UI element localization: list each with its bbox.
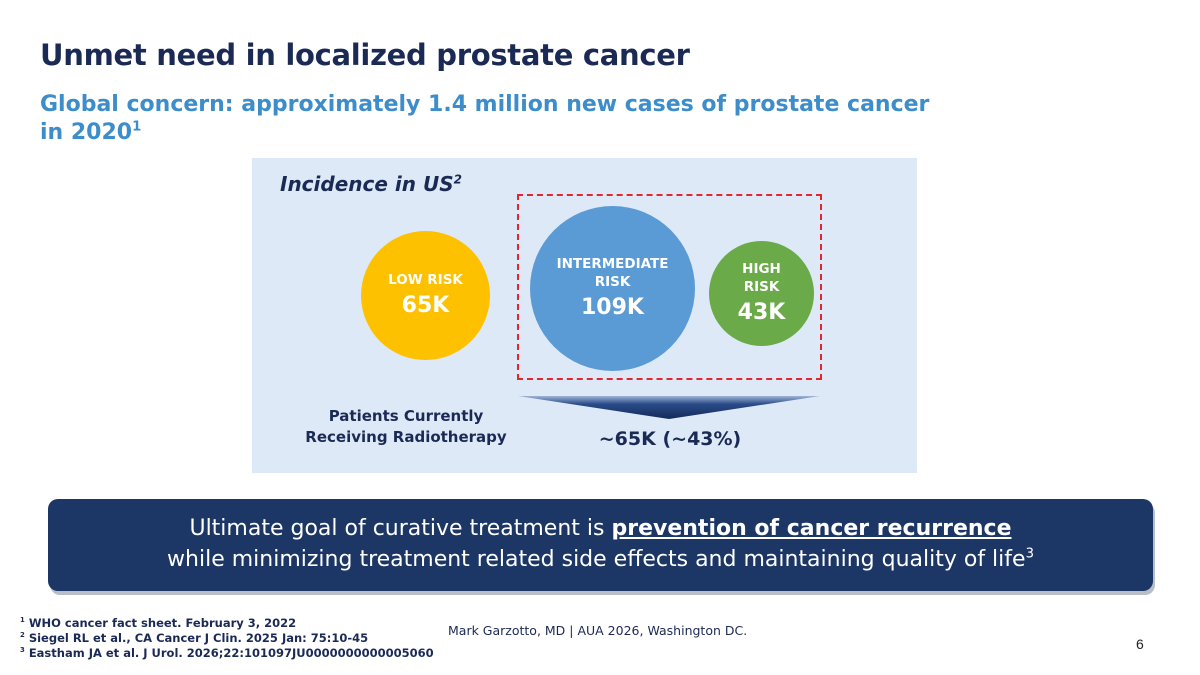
reference-3-num: 3: [20, 646, 25, 655]
reference-1-text: WHO cancer fact sheet. February 3, 2022: [28, 616, 297, 630]
incidence-heading: Incidence in US2: [280, 172, 462, 196]
high-risk-value: 43K: [737, 299, 786, 325]
reference-3: 3 Eastham JA et al. J Urol. 2026;22:1010…: [20, 646, 434, 661]
low-risk-label: LOW RISK: [388, 271, 463, 288]
reference-2: 2 Siegel RL et al., CA Cancer J Clin. 20…: [20, 631, 434, 646]
reference-2-num: 2: [20, 631, 25, 640]
reference-1: 1 WHO cancer fact sheet. February 3, 202…: [20, 616, 434, 631]
banner-reference: 3: [1025, 546, 1034, 562]
high-risk-label-line1: HIGH: [742, 260, 781, 277]
reference-2-text: Siegel RL et al., CA Cancer J Clin. 2025…: [28, 631, 369, 645]
intermediate-risk-label-line2: RISK: [594, 273, 631, 290]
slide-title: Unmet need in localized prostate cancer: [40, 38, 690, 72]
reference-3-text: Eastham JA et al. J Urol. 2026;22:101097…: [28, 646, 434, 660]
intermediate-risk-label-line1: INTERMEDIATE: [556, 255, 669, 272]
intermediate-risk-circle: INTERMEDIATE RISK 109K: [530, 206, 695, 371]
banner-line-2: while minimizing treatment related side …: [48, 544, 1153, 575]
down-chevron-arrow: [518, 396, 820, 419]
high-risk-circle: HIGH RISK 43K: [709, 241, 814, 346]
incidence-heading-reference: 2: [453, 172, 462, 187]
intermediate-risk-value: 109K: [581, 294, 644, 320]
radiotherapy-label: Patients Currently Receiving Radiotherap…: [296, 406, 516, 448]
banner-emphasis: prevention of cancer recurrence: [611, 516, 1012, 541]
highlight-dashed-box: [517, 194, 822, 380]
incidence-heading-text: Incidence in US: [280, 172, 454, 196]
footnote-references: 1 WHO cancer fact sheet. February 3, 202…: [20, 616, 434, 661]
author-credit: Mark Garzotto, MD | AUA 2026, Washington…: [448, 623, 748, 638]
low-risk-value: 65K: [401, 292, 450, 318]
banner-line-2-text: while minimizing treatment related side …: [167, 547, 1026, 572]
radiotherapy-label-line2: Receiving Radiotherapy: [305, 428, 507, 446]
banner-line-1: Ultimate goal of curative treatment is p…: [48, 513, 1153, 544]
reference-1-num: 1: [20, 616, 25, 625]
goal-banner: Ultimate goal of curative treatment is p…: [48, 499, 1153, 591]
banner-line-1-prefix: Ultimate goal of curative treatment is: [189, 516, 612, 541]
subtitle-text: Global concern: approximately 1.4 millio…: [40, 92, 930, 145]
subtitle-reference: 1: [132, 119, 142, 135]
slide-subtitle: Global concern: approximately 1.4 millio…: [40, 91, 960, 147]
high-risk-label-line2: RISK: [743, 278, 780, 295]
page-number: 6: [1136, 636, 1144, 652]
low-risk-circle: LOW RISK 65K: [361, 231, 490, 360]
radiotherapy-label-line1: Patients Currently: [328, 407, 484, 425]
radiotherapy-value: ~65K (~43%): [598, 428, 742, 450]
